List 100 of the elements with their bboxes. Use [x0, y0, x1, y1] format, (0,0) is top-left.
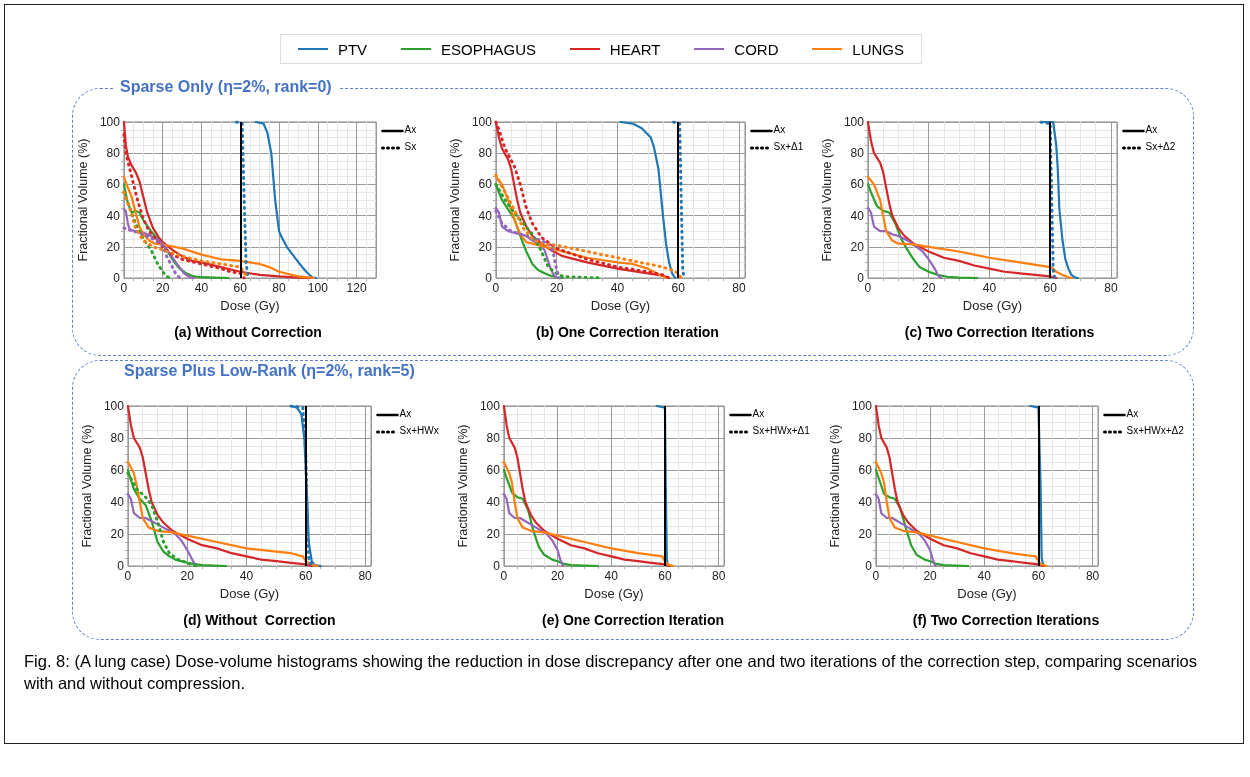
- x-tick-label: 20: [923, 569, 938, 583]
- legend-label: PTV: [337, 40, 368, 58]
- y-tick-label: 40: [106, 208, 121, 223]
- legend-label: LUNGS: [852, 40, 905, 58]
- y-tick-label: 100: [471, 115, 493, 129]
- x-tick-label: 60: [1043, 281, 1058, 295]
- line-series: [502, 492, 565, 568]
- caption: Fig. 8: (A lung case) Dose-volume histograms showing the reduction in dose discrepancy after one and two iterations of the correction step, comparing scenarios with and without compression.: [24, 651, 1199, 694]
- line-series: [254, 120, 317, 280]
- x-tick-label: 40: [194, 281, 209, 295]
- x-tick-label: 20: [921, 281, 936, 295]
- y-tick-label: 0: [117, 559, 125, 573]
- x-tick-label: 60: [658, 569, 672, 583]
- line-series: [122, 208, 195, 280]
- line-series: [1043, 120, 1079, 280]
- y-tick-label: 100: [851, 399, 873, 413]
- x-tick-label: 80: [1085, 569, 1100, 583]
- line-series: [619, 120, 677, 280]
- y-tick-label: 60: [106, 177, 121, 192]
- y-tick-label: 20: [858, 527, 873, 541]
- x-tick-label: 40: [604, 569, 619, 583]
- y-tick-label: 0: [493, 559, 501, 573]
- y-tick-label: 40: [110, 495, 125, 509]
- text: Ax: [1126, 407, 1139, 419]
- x-axis-title: Dose (Gy): [584, 585, 644, 601]
- y-axis-title: Fractional Volume (%): [447, 138, 462, 262]
- y-axis-title: Fractional Volume (%): [819, 138, 834, 262]
- text: Ax: [752, 407, 765, 419]
- x-axis-title: Dose (Gy): [590, 297, 651, 313]
- y-tick-label: 20: [850, 239, 865, 254]
- text: (a) Without Correction: [174, 324, 322, 340]
- line-series: [866, 175, 1073, 280]
- chart-subtitle: Sparse Only (η=2%, rank=0): [114, 78, 338, 96]
- legend-label: ESOPHAGUS: [440, 40, 536, 58]
- x-tick-label: 80: [358, 569, 373, 583]
- y-tick-label: 40: [486, 495, 501, 509]
- y-tick-label: 60: [850, 177, 865, 192]
- x-tick-label: 60: [233, 281, 248, 295]
- y-tick-label: 60: [478, 177, 493, 192]
- text: Ax: [404, 123, 417, 135]
- y-tick-label: 100: [843, 115, 865, 129]
- y-tick-label: 0: [857, 271, 865, 285]
- y-tick-label: 60: [110, 463, 125, 477]
- y-tick-label: 100: [103, 399, 125, 413]
- x-axis-title: Dose (Gy): [957, 585, 1017, 601]
- text: Sx+HWx+Δ1: [752, 424, 811, 436]
- y-tick-label: 80: [850, 146, 865, 161]
- y-tick-label: 40: [478, 208, 493, 223]
- text: (d) Without Correction: [183, 612, 336, 628]
- text: (f) Two Correction Iterations: [912, 612, 1100, 628]
- y-tick-label: 40: [850, 208, 865, 223]
- x-tick-label: 20: [550, 569, 565, 583]
- text: Ax: [1145, 123, 1158, 135]
- line-series: [866, 206, 942, 280]
- x-tick-label: 80: [711, 569, 726, 583]
- x-tick-label: 100: [307, 281, 329, 295]
- text: Ax: [773, 123, 786, 135]
- x-tick-label: 60: [1031, 569, 1046, 583]
- y-tick-label: 20: [106, 239, 121, 254]
- legend-label: CORD: [734, 40, 779, 58]
- y-tick-label: 0: [113, 271, 121, 285]
- x-tick-label: 20: [180, 569, 195, 583]
- y-axis-title: Fractional Volume (%): [455, 424, 470, 548]
- line-series: [502, 460, 675, 568]
- text: (e) One Correction Iteration: [541, 612, 725, 628]
- line-series: [866, 183, 979, 280]
- x-tick-label: 80: [272, 281, 287, 295]
- y-tick-label: 80: [478, 146, 493, 161]
- x-tick-label: 120: [346, 281, 367, 295]
- x-tick-label: 20: [549, 281, 564, 295]
- y-tick-label: 0: [485, 271, 493, 285]
- line-series: [502, 468, 599, 568]
- text: Sx: [404, 140, 417, 152]
- text: Sx+Δ1: [773, 140, 804, 152]
- y-tick-label: 80: [486, 431, 501, 445]
- line-series: [874, 468, 970, 568]
- text: (b) One Correction Iteration: [536, 324, 719, 340]
- x-axis-title: Dose (Gy): [219, 585, 280, 601]
- y-tick-label: 80: [110, 431, 125, 445]
- x-tick-label: 80: [1104, 281, 1118, 295]
- y-tick-label: 100: [99, 115, 121, 129]
- y-tick-label: 0: [865, 559, 873, 573]
- text: (c) Two Correction Iterations: [904, 324, 1095, 340]
- x-axis-title: Dose (Gy): [962, 297, 1023, 313]
- y-tick-label: 80: [106, 146, 121, 161]
- x-tick-label: 80: [732, 281, 746, 295]
- y-tick-label: 60: [858, 463, 873, 477]
- line-series: [122, 183, 230, 280]
- x-tick-label: 20: [156, 281, 170, 295]
- x-tick-label: 40: [610, 281, 625, 295]
- y-tick-label: 20: [486, 527, 501, 541]
- line-series: [874, 492, 937, 568]
- y-axis-title: Fractional Volume (%): [75, 138, 90, 262]
- y-tick-label: 20: [110, 527, 125, 541]
- y-tick-label: 20: [478, 239, 493, 254]
- y-tick-label: 60: [486, 463, 501, 477]
- line-series: [126, 468, 227, 568]
- x-tick-label: 60: [299, 569, 313, 583]
- x-tick-label: 40: [239, 569, 254, 583]
- y-axis-title: Fractional Volume (%): [79, 424, 94, 548]
